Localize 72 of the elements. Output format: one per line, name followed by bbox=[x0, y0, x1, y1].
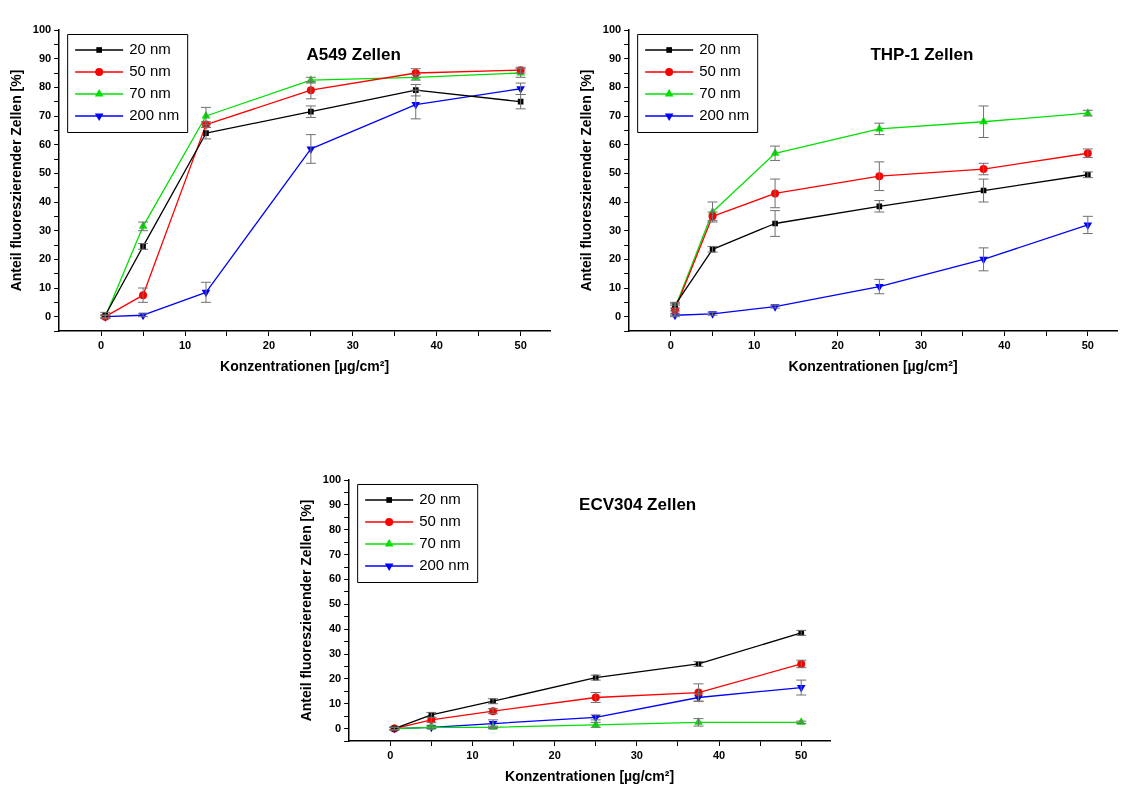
y-tick-label: 90 bbox=[328, 497, 342, 510]
y-tick-label: 0 bbox=[45, 309, 52, 322]
y-axis-title: Anteil fluoreszierender Zellen [%] bbox=[8, 69, 25, 292]
y-axis-title: Anteil fluoreszierender Zellen [%] bbox=[578, 69, 595, 292]
y-tick-label: 30 bbox=[328, 647, 342, 660]
y-tick-label: 70 bbox=[38, 109, 52, 122]
x-tick-label: 10 bbox=[466, 748, 479, 761]
y-tick-label: 90 bbox=[608, 51, 622, 64]
legend-label: 20 nm bbox=[129, 40, 171, 58]
x-axis-title: Konzentrationen [µg/cm²] bbox=[220, 358, 390, 375]
y-tick-label: 50 bbox=[38, 166, 52, 179]
x-axis-title: Konzentrationen [µg/cm²] bbox=[505, 768, 675, 785]
x-tick-label: 10 bbox=[178, 338, 192, 351]
x-tick-label: 20 bbox=[831, 338, 844, 351]
y-tick-label: 80 bbox=[608, 80, 622, 93]
y-tick-label: 70 bbox=[608, 109, 622, 122]
x-tick-label: 0 bbox=[387, 748, 394, 761]
x-tick-label: 0 bbox=[667, 338, 674, 351]
y-tick-label: 80 bbox=[328, 522, 342, 535]
y-tick-label: 10 bbox=[328, 696, 342, 709]
y-tick-label: 70 bbox=[328, 547, 342, 560]
legend-label: 200 nm bbox=[129, 106, 180, 124]
y-tick-label: 40 bbox=[38, 195, 52, 208]
legend-label: 50 nm bbox=[419, 512, 461, 530]
y-tick-label: 30 bbox=[608, 223, 622, 236]
text: A549 Zellen bbox=[306, 44, 401, 64]
x-tick-label: 50 bbox=[514, 338, 527, 351]
y-tick-label: 60 bbox=[328, 572, 342, 585]
y-tick-label: 20 bbox=[38, 252, 52, 265]
text: ECV304 Zellen bbox=[579, 494, 697, 514]
y-axis-title: Anteil fluoreszierender Zellen [%] bbox=[298, 499, 315, 722]
y-tick-label: 50 bbox=[608, 166, 622, 179]
legend-label: 50 nm bbox=[129, 62, 171, 80]
y-tick-label: 20 bbox=[608, 252, 622, 265]
y-tick-label: 40 bbox=[608, 195, 622, 208]
legend-label: 70 nm bbox=[129, 84, 171, 102]
legend-label: 200 nm bbox=[419, 556, 470, 574]
y-tick-label: 0 bbox=[335, 721, 342, 734]
x-tick-label: 10 bbox=[748, 338, 761, 351]
x-tick-label: 0 bbox=[98, 338, 105, 351]
x-tick-label: 20 bbox=[548, 748, 561, 761]
x-tick-label: 40 bbox=[430, 338, 443, 351]
y-tick-label: 10 bbox=[38, 281, 52, 294]
legend-label: 70 nm bbox=[699, 84, 741, 102]
y-tick-label: 100 bbox=[602, 23, 622, 36]
legend-label: 20 nm bbox=[419, 490, 461, 508]
y-tick-label: 50 bbox=[328, 597, 342, 610]
y-tick-label: 10 bbox=[608, 281, 622, 294]
y-tick-label: 80 bbox=[38, 80, 52, 93]
y-tick-label: 0 bbox=[615, 309, 622, 322]
y-tick-label: 30 bbox=[38, 223, 52, 236]
x-tick-label: 30 bbox=[346, 338, 359, 351]
y-tick-label: 60 bbox=[38, 137, 52, 150]
y-tick-label: 90 bbox=[38, 51, 52, 64]
x-tick-label: 40 bbox=[998, 338, 1011, 351]
x-tick-label: 20 bbox=[262, 338, 276, 351]
y-tick-label: 100 bbox=[322, 473, 342, 486]
x-tick-label: 30 bbox=[630, 748, 643, 761]
legend-label: 70 nm bbox=[419, 534, 461, 552]
y-tick-label: 40 bbox=[328, 622, 342, 635]
y-tick-label: 60 bbox=[608, 137, 622, 150]
x-axis-title: Konzentrationen [µg/cm²] bbox=[788, 358, 958, 375]
legend-label: 50 nm bbox=[699, 62, 741, 80]
legend-label: 20 nm bbox=[699, 40, 741, 58]
x-tick-label: 40 bbox=[712, 748, 726, 761]
x-tick-label: 50 bbox=[795, 748, 808, 761]
y-tick-label: 100 bbox=[32, 23, 52, 36]
x-tick-label: 50 bbox=[1081, 338, 1094, 351]
text: THP-1 Zellen bbox=[870, 44, 974, 64]
legend-label: 200 nm bbox=[699, 106, 750, 124]
x-tick-label: 30 bbox=[914, 338, 928, 351]
y-tick-label: 20 bbox=[328, 671, 342, 684]
